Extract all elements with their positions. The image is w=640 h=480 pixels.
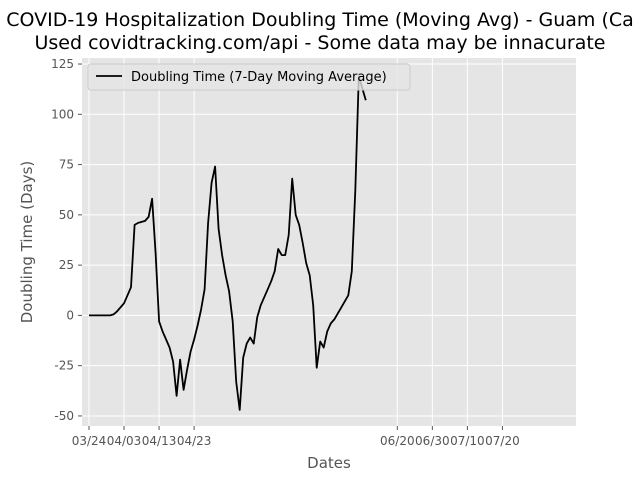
y-tick-label: 25	[59, 258, 74, 272]
x-tick-label: 04/03	[107, 434, 142, 448]
plot-area	[82, 58, 576, 426]
y-tick-label: 100	[51, 107, 74, 121]
series-line	[89, 75, 367, 411]
x-axis-label: Dates	[307, 454, 351, 472]
grid-lines	[82, 58, 576, 426]
axis-ticks: 125 100 75 50 25 0 -25 -50 03/24 04/03 04/13 04/23 0…	[51, 57, 520, 448]
y-tick-label: 125	[51, 57, 74, 71]
x-tick-label: 07/10	[450, 434, 485, 448]
x-tick-label: 06/20	[380, 434, 415, 448]
chart-title-line-2: Used covidtracking.com/api - Some data m…	[34, 32, 606, 54]
y-axis-label: Doubling Time (Days)	[18, 161, 36, 324]
legend: Doubling Time (7-Day Moving Average)	[87, 63, 411, 91]
y-tick-label: 75	[59, 158, 74, 172]
y-tick-label: -25	[54, 359, 74, 373]
y-tick-label: 0	[66, 308, 74, 322]
legend-box	[87, 63, 411, 91]
legend-label: Doubling Time (7-Day Moving Average)	[131, 70, 387, 85]
y-tick-label: 50	[59, 208, 74, 222]
series-layer	[89, 75, 367, 411]
x-tick-label: 07/20	[485, 434, 520, 448]
x-tick-label: 06/30	[415, 434, 450, 448]
y-tick-label: -50	[54, 409, 74, 423]
chart-title-line-1: COVID-19 Hospitalization Doubling Time (…	[6, 9, 634, 31]
x-tick-label: 03/24	[72, 434, 107, 448]
x-tick-label: 04/23	[177, 434, 212, 448]
x-tick-label: 04/13	[142, 434, 177, 448]
